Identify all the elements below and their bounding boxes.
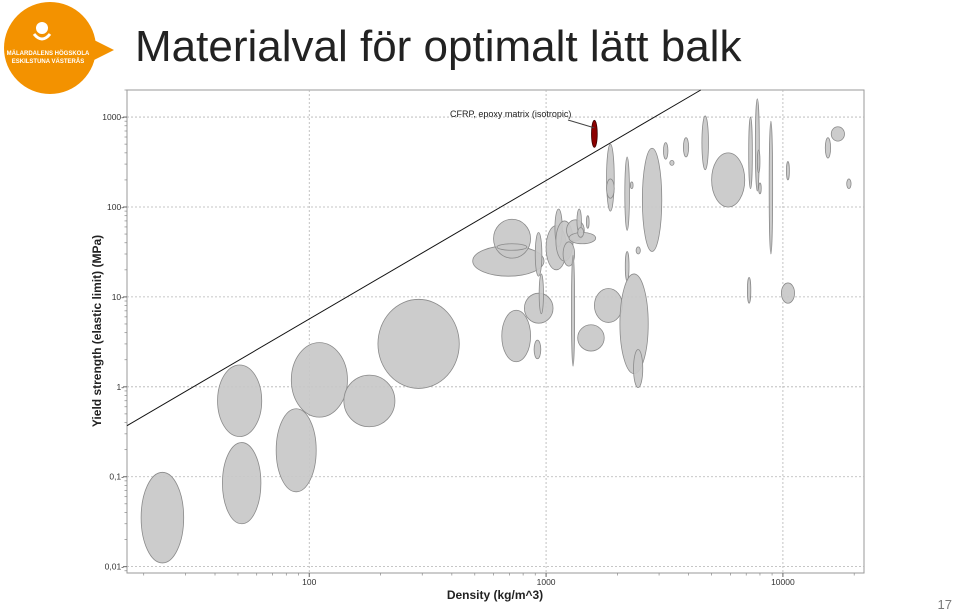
logo-arrow	[94, 40, 114, 60]
material-bubble	[701, 115, 709, 171]
x-tick-labels: 100 1000 10000	[302, 573, 795, 587]
material-bubble	[768, 120, 774, 255]
material-bubble	[377, 298, 460, 389]
logo-circle	[4, 2, 96, 94]
material-bubble	[780, 282, 795, 304]
material-bubble	[290, 342, 348, 418]
annotation-leader	[567, 119, 595, 129]
material-bubble	[496, 243, 528, 251]
annotation-label: CFRP, epoxy matrix (isotropic)	[450, 109, 571, 119]
material-bubble	[140, 471, 185, 564]
x-tick-label: 10000	[771, 577, 795, 587]
material-bubble	[748, 116, 753, 190]
material-bubble	[633, 349, 644, 389]
material-bubble	[606, 143, 615, 212]
material-bubble	[533, 339, 542, 360]
guideline-group	[126, 89, 702, 427]
x-tick-label: 1000	[537, 577, 556, 587]
minor-ticks	[124, 89, 855, 576]
material-bubble	[669, 159, 675, 166]
x-tick-label: 100	[302, 577, 316, 587]
material-bubble	[606, 178, 615, 199]
annotation-group: CFRP, epoxy matrix (isotropic)	[450, 109, 595, 129]
material-bubble	[222, 442, 262, 525]
material-bubble	[786, 161, 790, 181]
material-bubble	[493, 218, 531, 259]
material-bubble	[562, 241, 576, 267]
y-tick-labels: 0,01- 0,1- 1- 10- 100- 1000-	[102, 112, 127, 572]
material-bubble	[534, 232, 543, 277]
page-number: 17	[937, 597, 952, 612]
material-bubble	[756, 149, 761, 174]
material-bubble	[758, 182, 762, 195]
material-bubble	[577, 324, 605, 352]
material-bubble	[343, 374, 396, 428]
y-tick-label: 10-	[112, 292, 124, 302]
material-bubble	[711, 152, 746, 208]
logo-text-line1: MÄLARDALENS HÖGSKOLA	[7, 50, 90, 57]
material-bubble	[663, 142, 669, 160]
y-tick-label: 1000-	[102, 112, 124, 122]
logo-emblem-arc	[32, 33, 52, 41]
material-bubble	[746, 276, 752, 304]
x-axis-label: Density (kg/m^3)	[447, 588, 543, 602]
logo-emblem-dot	[36, 22, 48, 34]
material-bubble	[830, 126, 845, 142]
material-bubble	[624, 251, 630, 282]
bubbles	[140, 98, 852, 564]
material-bubble	[571, 254, 576, 367]
material-bubble	[577, 227, 584, 238]
material-bubble	[629, 181, 634, 190]
material-bubble	[846, 178, 852, 190]
material-bubble	[275, 408, 317, 493]
material-bubble	[538, 273, 544, 315]
material-bubble	[501, 309, 531, 363]
material-bubble	[641, 147, 663, 252]
grid	[127, 90, 864, 573]
material-bubble	[754, 98, 760, 192]
highlighted-material-bubble	[591, 119, 598, 148]
material-bubble	[624, 156, 630, 231]
y-tick-label: 0,01-	[105, 562, 125, 572]
material-bubble	[217, 364, 263, 437]
slide-title: Materialval för optimalt lätt balk	[135, 22, 742, 71]
y-tick-label: 0,1-	[109, 472, 124, 482]
material-bubble	[586, 215, 590, 229]
material-bubble	[524, 292, 554, 324]
guideline	[126, 89, 702, 427]
material-bubble	[682, 137, 690, 158]
y-tick-label: 100-	[107, 202, 124, 212]
material-bubble	[824, 137, 832, 159]
material-bubble	[594, 288, 623, 323]
y-tick-label: 1-	[116, 382, 124, 392]
logo-text-line2: ESKILSTUNA VÄSTERÅS	[12, 58, 84, 65]
university-logo: MÄLARDALENS HÖGSKOLA ESKILSTUNA VÄSTERÅS	[4, 2, 114, 94]
material-bubble	[635, 246, 641, 255]
y-axis-label: Yield strength (elastic limit) (MPa)	[90, 235, 104, 427]
